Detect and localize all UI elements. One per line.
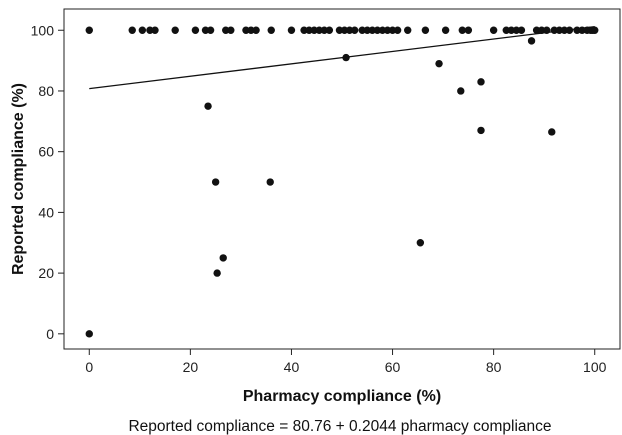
data-point [363,26,371,34]
data-point [512,26,521,34]
data-point [435,59,443,68]
data-point [358,26,366,34]
plot-frame [63,8,621,350]
data-point [543,26,551,34]
y-axis-title: Reported compliance (%) [10,83,27,275]
data-point [128,26,136,34]
data-point [345,26,354,34]
data-point [441,26,450,34]
data-point [211,178,220,186]
data-point [242,26,250,34]
data-point [388,26,397,34]
data-point [267,26,275,34]
data-point [458,26,466,34]
data-point [537,26,546,34]
y-tick-label: 100 [31,22,55,38]
x-tick-label: 40 [284,359,300,375]
data-point [340,26,349,34]
data-point [517,26,526,34]
data-point [300,26,308,34]
data-point [591,26,599,34]
x-tick-label: 100 [583,359,607,375]
data-point [550,26,558,34]
data-point [266,178,274,186]
data-point [421,26,430,34]
data-point [138,26,147,34]
data-point [213,269,221,277]
data-point [507,26,516,34]
data-point [85,330,93,338]
x-tick-label: 60 [385,359,401,375]
data-point [565,26,574,34]
data-point [416,239,425,247]
data-point [555,26,564,34]
x-tick-label: 80 [486,359,502,375]
axis-ticks: 0 20 40 60 80 100 0 20 40 60 80 100 [31,22,607,375]
data-point [464,26,473,34]
y-tick-label: 60 [38,144,54,160]
data-point [325,26,334,34]
data-point [222,26,230,34]
data-point [342,53,350,62]
data-point [393,26,402,34]
data-point [320,26,329,34]
y-tick-label: 80 [38,83,54,99]
data-point [85,26,93,34]
data-point [548,128,556,136]
data-point [404,26,412,34]
data-point [578,26,586,34]
data-point [204,102,212,110]
y-tick-label: 40 [38,204,54,220]
data-point [477,78,485,86]
data-point [315,26,323,34]
regression-equation: Reported compliance = 80.76 + 0.2044 pha… [128,418,551,435]
data-point [368,26,377,34]
data-point [378,26,387,34]
data-point [305,26,313,34]
data-point [146,26,154,34]
data-point [373,26,382,34]
data-point [560,26,569,34]
data-point [310,26,318,34]
data-point [573,26,581,34]
data-point [335,26,344,34]
data-point [477,126,485,135]
data-point [502,26,510,34]
data-point [527,37,536,45]
data-point [457,87,465,95]
data-point [532,26,541,34]
data-point [191,26,200,34]
x-tick-label: 20 [183,359,199,375]
data-point [206,26,215,34]
data-point [383,26,392,34]
y-tick-label: 0 [46,326,54,342]
data-point [489,26,498,34]
data-point [227,26,235,34]
data-point [247,26,255,34]
data-point [219,254,227,262]
x-tick-label: 0 [85,359,93,375]
data-point [201,26,210,34]
data-point [171,26,179,34]
x-axis-title: Pharmacy compliance (%) [243,388,441,405]
data-point [350,26,359,34]
data-point [151,26,159,34]
data-points [85,26,599,338]
data-point [287,26,296,34]
y-tick-label: 20 [38,265,54,281]
regression-line [89,25,595,90]
data-point [252,26,260,34]
